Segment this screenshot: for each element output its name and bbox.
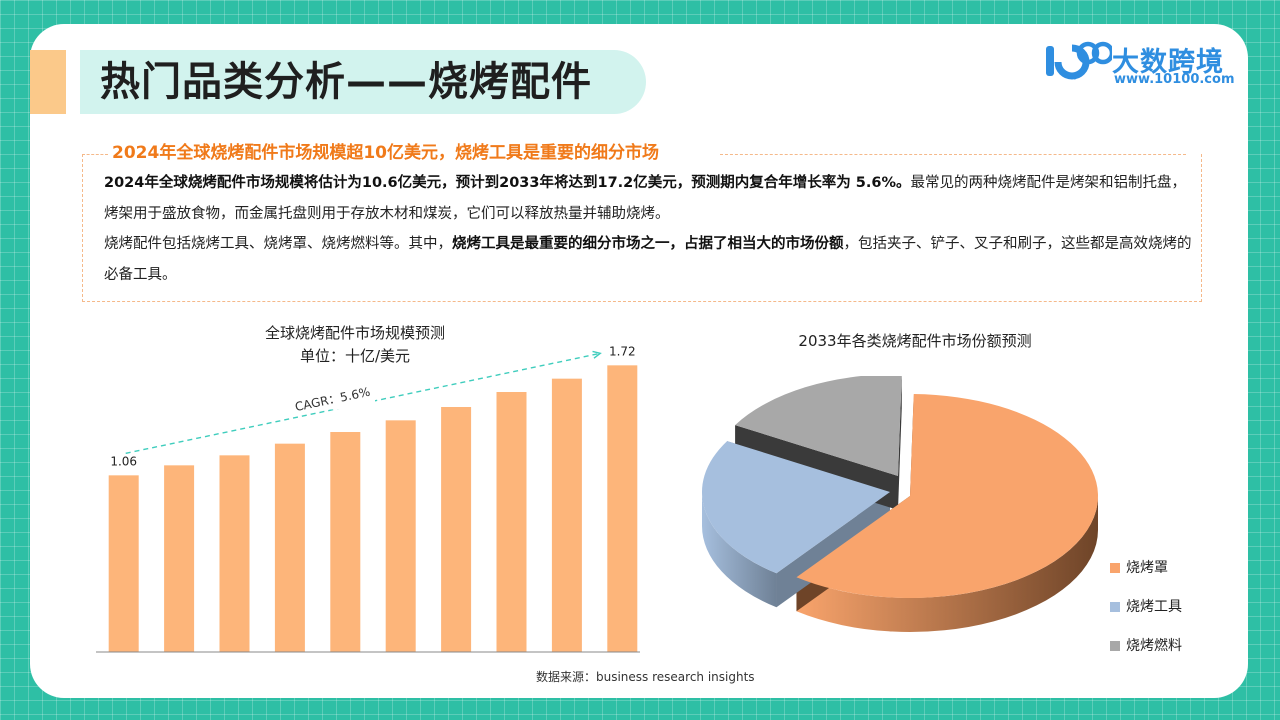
summary-box bbox=[82, 154, 1202, 302]
summary-p2-start: 烧烤配件包括烧烤工具、烧烤罩、烧烤燃料等。其中， bbox=[104, 236, 452, 252]
pie-chart-title: 2033年各类烧烤配件市场份额预测 bbox=[798, 332, 1032, 350]
cagr-label-bg bbox=[293, 387, 375, 410]
pie-slice-edge bbox=[702, 492, 777, 608]
bar-chart-title: 全球烧烤配件市场规模预测 单位：十亿/美元 bbox=[240, 322, 470, 366]
summary-p2-end: ，包括夹子、铲子、叉子和刷子，这些都是高效烧烤的必备工具。 bbox=[104, 236, 1192, 283]
pie-chart bbox=[702, 376, 1098, 632]
pie-slice-烧烤燃料 bbox=[735, 376, 902, 476]
bar-2030 bbox=[441, 407, 472, 652]
legend-swatch-fuel bbox=[1110, 641, 1120, 651]
pie-slice-烧烤罩 bbox=[796, 394, 1098, 598]
summary-p1-bold: 2024年全球烧烤配件市场规模将估计为10.6亿美元，预计到2033年将达到17… bbox=[104, 175, 911, 191]
x-tick-label: 2031 bbox=[495, 663, 528, 664]
x-tick-label: 2027 bbox=[273, 663, 306, 664]
data-label-last: 1.72 bbox=[609, 344, 636, 358]
x-tick-label: 2026 bbox=[218, 663, 251, 664]
x-tick-label: 2028 bbox=[329, 663, 362, 664]
summary-p2-bold: 烧烤工具是最重要的细分市场之一，占据了相当大的市场份额 bbox=[452, 236, 844, 252]
bar-2029 bbox=[385, 420, 416, 652]
x-tick-label: 2033 bbox=[606, 663, 639, 664]
legend-label-cover: 烧烤罩 bbox=[1126, 560, 1168, 576]
summary-border-right bbox=[720, 154, 1186, 155]
x-tick-label: 2032 bbox=[550, 663, 583, 664]
legend-swatch-tools bbox=[1110, 602, 1120, 612]
bar-2024 bbox=[108, 475, 139, 652]
bar-2028 bbox=[330, 432, 361, 652]
pie-slice-cut bbox=[898, 376, 902, 510]
content-card: 热门品类分析——烧烤配件 100 大数跨境 www.10100.com 2024… bbox=[30, 24, 1248, 698]
summary-p1-rest: 最常见的两种烧烤配件是烤架和铝制托盘，烤架用于盛放食物，而金属托盘则用于存放木材… bbox=[104, 175, 1187, 222]
brand-logo: 100 大数跨境 www.10100.com bbox=[1044, 38, 1235, 90]
logo-url: www.10100.com bbox=[1114, 72, 1235, 87]
summary-text: 2024年全球烧烤配件市场规模将估计为10.6亿美元，预计到2033年将达到17… bbox=[104, 168, 1194, 290]
title-background bbox=[80, 50, 646, 114]
bar-2033 bbox=[607, 365, 638, 652]
pie-slice-edge bbox=[796, 496, 1098, 632]
logo-icon: 100 bbox=[1046, 41, 1112, 81]
bar-2032 bbox=[551, 378, 582, 652]
summary-heading: 2024年全球烧烤配件市场规模超10亿美元，烧烤工具是重要的细分市场 bbox=[112, 143, 659, 163]
bar-2025 bbox=[164, 465, 195, 652]
bar-chart: 2024 2025 2026 2027 2028 2029 2030 2031 2032 2033… bbox=[96, 344, 640, 664]
bar-2026 bbox=[219, 455, 250, 652]
pie-slice-烧烤工具 bbox=[702, 441, 890, 574]
cagr-arrow-head bbox=[592, 350, 602, 359]
x-tick-label: 2029 bbox=[384, 663, 417, 664]
legend-label-tools: 烧烤工具 bbox=[1126, 599, 1182, 615]
title-accent-bar bbox=[30, 50, 66, 114]
bar-2031 bbox=[496, 392, 527, 652]
logo-name: 大数跨境 bbox=[1112, 47, 1224, 78]
x-tick-label: 2030 bbox=[440, 663, 473, 664]
bar-chart-subtitle: 单位：十亿/美元 bbox=[299, 347, 411, 365]
x-tick-label: 2024 bbox=[107, 663, 140, 664]
bar-2027 bbox=[274, 443, 305, 652]
legend-label-fuel: 烧烤燃料 bbox=[1126, 638, 1182, 654]
data-source: 数据来源：business research insights bbox=[536, 670, 755, 684]
logo-mark-text: 100 bbox=[1074, 79, 1076, 81]
x-tick-label: 2025 bbox=[163, 663, 196, 664]
bar-chart-title-line: 全球烧烤配件市场规模预测 bbox=[264, 324, 445, 342]
summary-border-left bbox=[82, 154, 108, 155]
page-title: 热门品类分析——烧烤配件 bbox=[100, 59, 592, 105]
legend-swatch-cover bbox=[1110, 563, 1120, 573]
data-label-first: 1.06 bbox=[110, 454, 137, 468]
